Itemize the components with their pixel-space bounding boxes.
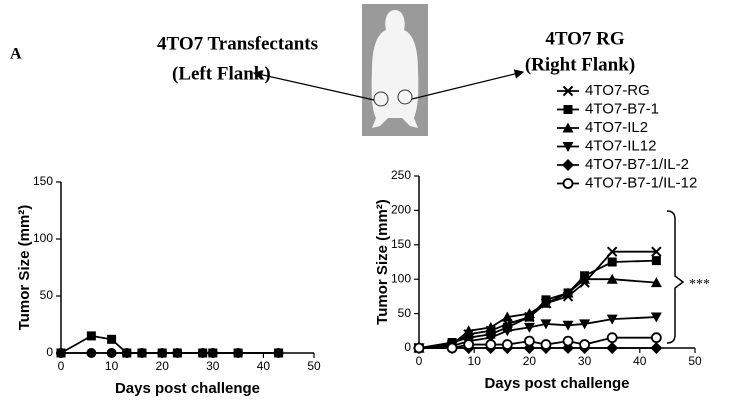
marker bbox=[651, 256, 661, 266]
legend-marker bbox=[562, 159, 574, 171]
y-tick-label: 250 bbox=[391, 168, 411, 182]
arrow bbox=[411, 69, 525, 100]
arrow bbox=[252, 70, 375, 101]
y-axis-title: Tumor Size (mm²) bbox=[374, 199, 391, 325]
y-tick-label: 150 bbox=[391, 237, 411, 251]
y-tick-label: 100 bbox=[391, 271, 411, 285]
marker bbox=[579, 339, 590, 350]
legend-marker bbox=[562, 122, 574, 133]
legend-marker bbox=[563, 105, 573, 114]
marker bbox=[107, 334, 117, 344]
x-tick-label: 20 bbox=[156, 359, 170, 373]
marker bbox=[86, 348, 97, 358]
marker bbox=[524, 335, 535, 347]
marker bbox=[121, 348, 132, 358]
marker bbox=[485, 333, 497, 344]
legend-marker bbox=[562, 178, 574, 189]
legend-marker bbox=[562, 142, 574, 152]
marker bbox=[106, 348, 117, 358]
marker bbox=[607, 257, 617, 267]
marker bbox=[579, 319, 591, 330]
x-axis-title: Days post challenge bbox=[115, 380, 260, 397]
marker bbox=[606, 342, 619, 354]
marker bbox=[273, 348, 284, 358]
marker bbox=[157, 348, 168, 358]
marker bbox=[501, 326, 513, 337]
x-tick-label: 40 bbox=[633, 354, 647, 368]
marker bbox=[562, 320, 574, 331]
marker bbox=[650, 277, 662, 288]
marker bbox=[56, 348, 66, 358]
y-tick-label: 100 bbox=[33, 231, 53, 245]
marker bbox=[523, 322, 535, 333]
marker bbox=[86, 331, 96, 341]
x-tick-label: 40 bbox=[257, 359, 271, 373]
marker bbox=[579, 273, 591, 284]
marker bbox=[540, 339, 552, 350]
marker bbox=[650, 332, 662, 344]
legend-label: 4TO7-B7-1/IL-2 bbox=[585, 156, 689, 173]
x-tick-label: 50 bbox=[307, 359, 321, 373]
x-tick-label: 50 bbox=[688, 354, 702, 368]
y-tick-label: 50 bbox=[398, 306, 412, 320]
marker bbox=[562, 287, 574, 298]
mouse-photo bbox=[362, 4, 428, 136]
marker bbox=[651, 246, 662, 257]
x-tick-label: 20 bbox=[523, 354, 537, 368]
x-tick-label: 0 bbox=[416, 354, 423, 368]
x-tick-label: 10 bbox=[468, 354, 482, 368]
marker bbox=[606, 332, 618, 344]
marker bbox=[485, 321, 497, 332]
marker bbox=[540, 319, 552, 330]
legend-label: 4TO7-RG bbox=[585, 82, 650, 99]
marker bbox=[562, 335, 574, 347]
y-tick-label: 50 bbox=[40, 288, 54, 302]
marker bbox=[606, 314, 618, 325]
marker bbox=[650, 312, 662, 323]
y-tick-label: 0 bbox=[46, 345, 53, 359]
y-axis-title: Tumor Size (mm²) bbox=[16, 205, 33, 331]
caption: 4TO7 RG bbox=[545, 28, 625, 49]
legend-label: 4TO7-B7-1 bbox=[585, 100, 659, 117]
y-tick-label: 200 bbox=[391, 203, 411, 217]
marker bbox=[485, 339, 497, 350]
series-line bbox=[418, 250, 657, 349]
marker bbox=[136, 348, 147, 358]
series-line bbox=[418, 259, 657, 349]
marker bbox=[650, 342, 663, 354]
marker bbox=[446, 342, 458, 354]
x-tick-label: 10 bbox=[105, 359, 119, 373]
marker bbox=[523, 308, 535, 319]
bracket bbox=[666, 210, 685, 344]
marker bbox=[207, 348, 218, 358]
marker bbox=[413, 342, 425, 354]
x-tick-label: 30 bbox=[578, 354, 592, 368]
marker bbox=[540, 297, 552, 308]
caption: (Right Flank) bbox=[525, 54, 635, 75]
y-tick-label: 0 bbox=[404, 340, 411, 354]
marker bbox=[606, 246, 618, 257]
marker bbox=[501, 339, 513, 350]
marker bbox=[463, 325, 475, 336]
marker bbox=[233, 348, 244, 358]
marker bbox=[606, 273, 618, 284]
marker bbox=[197, 348, 208, 358]
marker bbox=[172, 348, 183, 358]
x-axis-title: Days post challenge bbox=[484, 375, 629, 392]
legend-label: 4TO7-IL2 bbox=[585, 119, 648, 136]
y-tick-label: 150 bbox=[33, 174, 53, 188]
caption: (Left Flank) bbox=[172, 63, 271, 84]
annotation: *** bbox=[689, 277, 710, 292]
marker bbox=[463, 339, 475, 350]
x-tick-label: 0 bbox=[58, 359, 65, 373]
marker bbox=[501, 311, 513, 322]
x-tick-label: 30 bbox=[206, 359, 220, 373]
figure-label: A bbox=[10, 46, 22, 63]
legend-label: 4TO7-IL12 bbox=[585, 137, 656, 154]
caption: 4TO7 Transfectants bbox=[157, 33, 318, 54]
legend-marker bbox=[562, 85, 574, 97]
legend-label: 4TO7-B7-1/IL-12 bbox=[585, 174, 697, 191]
